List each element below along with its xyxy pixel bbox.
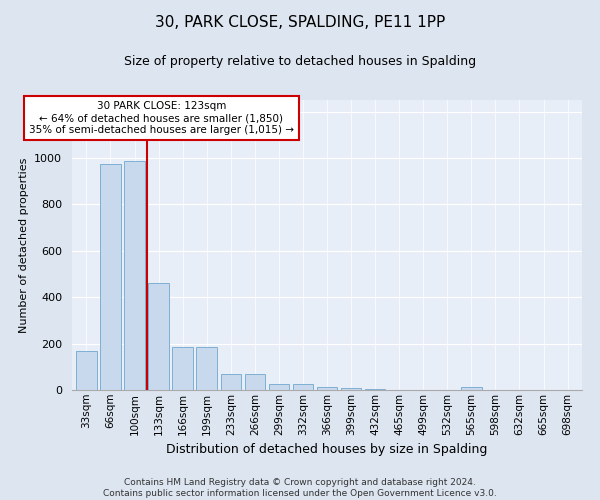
X-axis label: Distribution of detached houses by size in Spalding: Distribution of detached houses by size …: [166, 443, 488, 456]
Bar: [148, 284, 169, 390]
Bar: [196, 347, 217, 390]
Bar: [317, 386, 337, 390]
Bar: [245, 374, 265, 390]
Bar: [293, 384, 313, 390]
Bar: [172, 347, 193, 390]
Bar: [461, 386, 482, 390]
Y-axis label: Number of detached properties: Number of detached properties: [19, 158, 29, 332]
Bar: [341, 388, 361, 390]
Text: Contains HM Land Registry data © Crown copyright and database right 2024.
Contai: Contains HM Land Registry data © Crown c…: [103, 478, 497, 498]
Bar: [365, 389, 385, 390]
Bar: [221, 374, 241, 390]
Bar: [124, 162, 145, 390]
Text: 30 PARK CLOSE: 123sqm
← 64% of detached houses are smaller (1,850)
35% of semi-d: 30 PARK CLOSE: 123sqm ← 64% of detached …: [29, 102, 294, 134]
Text: Size of property relative to detached houses in Spalding: Size of property relative to detached ho…: [124, 55, 476, 68]
Bar: [269, 384, 289, 390]
Bar: [76, 350, 97, 390]
Bar: [100, 164, 121, 390]
Text: 30, PARK CLOSE, SPALDING, PE11 1PP: 30, PARK CLOSE, SPALDING, PE11 1PP: [155, 15, 445, 30]
